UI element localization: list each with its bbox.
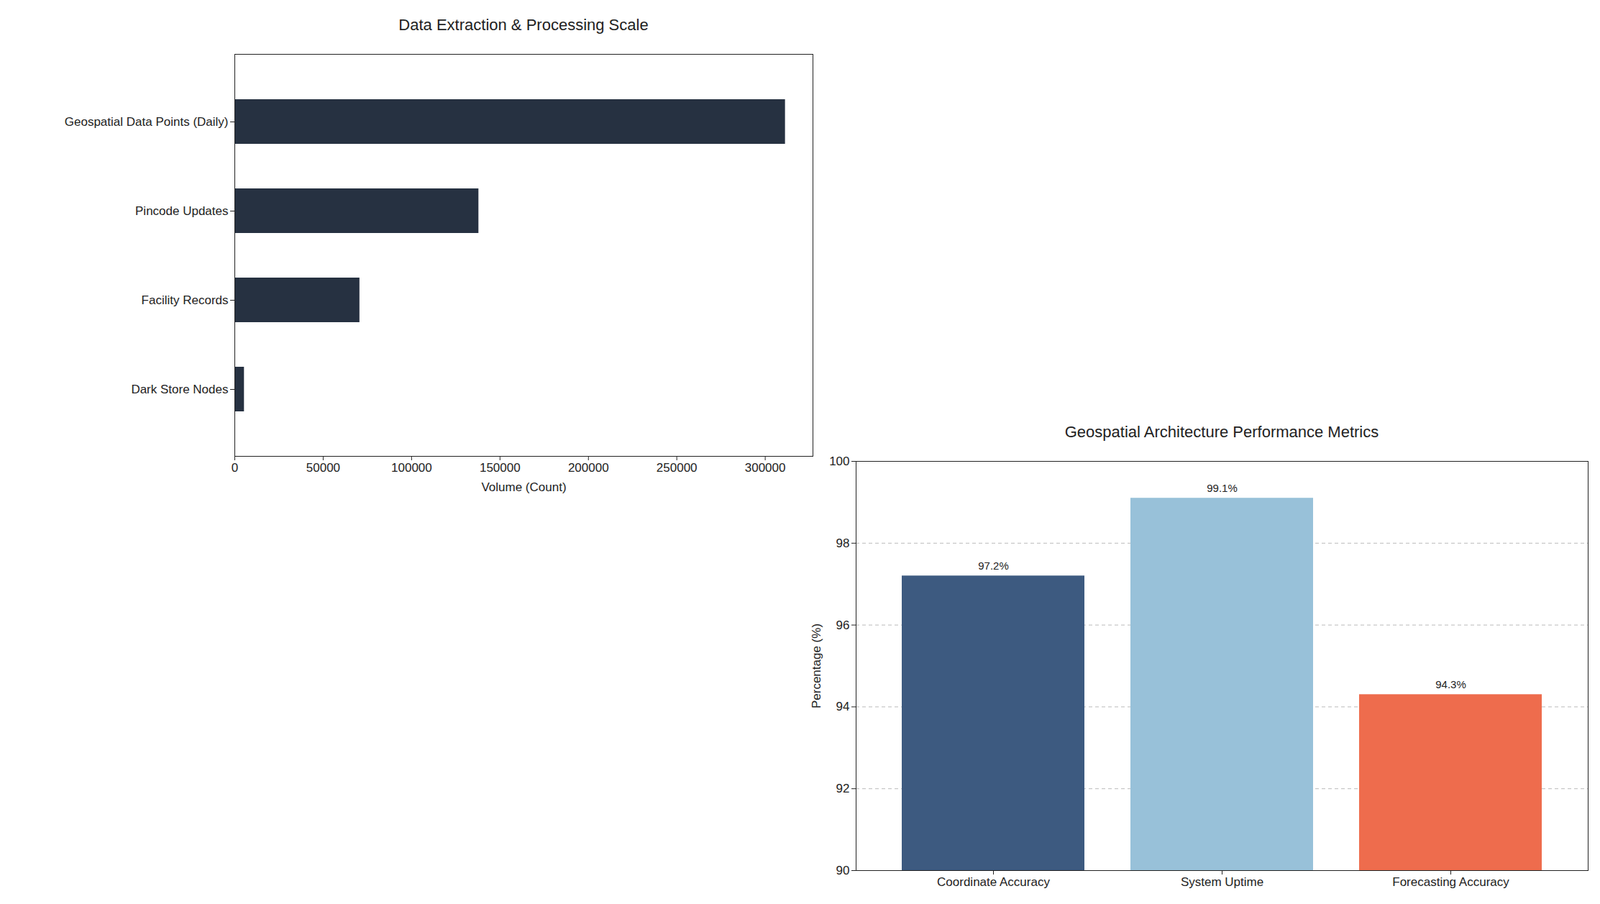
- svg-text:100: 100: [829, 454, 850, 469]
- svg-text:Coordinate Accuracy: Coordinate Accuracy: [936, 875, 1050, 889]
- svg-text:200000: 200000: [568, 460, 610, 475]
- svg-text:System Uptime: System Uptime: [1180, 875, 1264, 889]
- svg-text:92: 92: [836, 781, 850, 796]
- svg-text:99.1%: 99.1%: [1206, 481, 1238, 495]
- html-text:Data Extraction & Processing S: Data Extraction & Processing Scale: [398, 15, 649, 34]
- svg-text:Pincode Updates: Pincode Updates: [135, 204, 228, 218]
- svg-text:Percentage (%): Percentage (%): [809, 623, 824, 709]
- svg-text:98: 98: [836, 536, 850, 551]
- svg-text:94: 94: [836, 699, 850, 714]
- svg-text:94.3%: 94.3%: [1435, 678, 1467, 691]
- svg-text:96: 96: [836, 618, 850, 633]
- svg-text:Dark Store Nodes: Dark Store Nodes: [130, 382, 228, 397]
- svg-text:300000: 300000: [744, 460, 786, 475]
- svg-text:Volume (Count): Volume (Count): [481, 480, 566, 495]
- svg-text:250000: 250000: [656, 460, 698, 475]
- svg-text:Facility Records: Facility Records: [141, 293, 229, 308]
- svg-text:50000: 50000: [306, 460, 341, 475]
- svg-text:150000: 150000: [479, 460, 521, 475]
- svg-text:Geospatial Data Points (Daily): Geospatial Data Points (Daily): [64, 115, 229, 129]
- html-text:Geospatial Architecture Perfor: Geospatial Architecture Performance Metr…: [1064, 422, 1379, 441]
- svg-text:100000: 100000: [391, 460, 433, 475]
- svg-text:0: 0: [231, 460, 239, 475]
- svg-text:97.2%: 97.2%: [977, 559, 1009, 572]
- svg-text:Forecasting Accuracy: Forecasting Accuracy: [1392, 875, 1510, 889]
- svg-text:90: 90: [836, 863, 850, 878]
